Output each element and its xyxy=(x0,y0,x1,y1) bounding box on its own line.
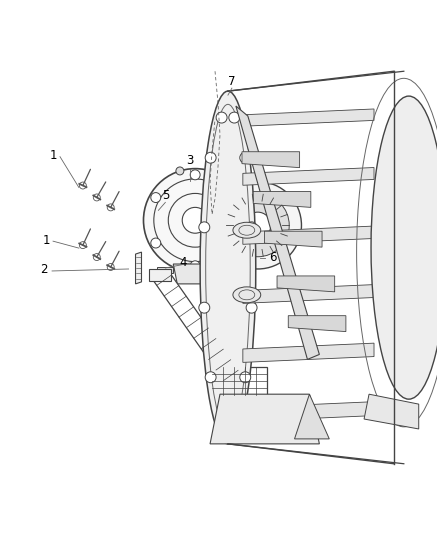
Circle shape xyxy=(151,238,161,248)
Circle shape xyxy=(246,222,257,233)
Ellipse shape xyxy=(233,222,261,238)
Polygon shape xyxy=(242,152,300,168)
Polygon shape xyxy=(294,394,329,439)
Circle shape xyxy=(144,168,247,272)
Polygon shape xyxy=(243,285,374,303)
Circle shape xyxy=(151,192,161,203)
Circle shape xyxy=(199,222,210,233)
Polygon shape xyxy=(173,264,217,284)
Ellipse shape xyxy=(233,287,261,303)
Polygon shape xyxy=(243,167,374,185)
Circle shape xyxy=(216,412,227,423)
Circle shape xyxy=(182,207,208,233)
Polygon shape xyxy=(236,106,319,359)
Circle shape xyxy=(230,238,240,248)
Circle shape xyxy=(246,221,253,228)
Polygon shape xyxy=(364,394,419,429)
Circle shape xyxy=(216,112,227,123)
Text: 3: 3 xyxy=(187,154,194,167)
Circle shape xyxy=(214,182,301,269)
Polygon shape xyxy=(253,191,311,207)
Bar xyxy=(212,367,267,394)
Text: 6: 6 xyxy=(269,251,276,263)
Circle shape xyxy=(190,170,200,180)
Bar xyxy=(149,269,171,281)
Circle shape xyxy=(229,412,240,423)
Polygon shape xyxy=(210,394,319,444)
Circle shape xyxy=(246,213,253,220)
Circle shape xyxy=(240,152,251,163)
Circle shape xyxy=(245,212,271,238)
Circle shape xyxy=(230,192,240,203)
Ellipse shape xyxy=(371,96,438,399)
Circle shape xyxy=(205,152,216,163)
Circle shape xyxy=(240,372,251,383)
Circle shape xyxy=(199,302,210,313)
Ellipse shape xyxy=(200,91,256,444)
Polygon shape xyxy=(243,109,374,126)
Circle shape xyxy=(176,167,184,175)
Text: 7: 7 xyxy=(228,75,236,88)
Circle shape xyxy=(205,372,216,383)
Circle shape xyxy=(246,302,257,313)
Polygon shape xyxy=(265,231,322,247)
Polygon shape xyxy=(243,343,374,362)
Circle shape xyxy=(190,261,200,271)
Circle shape xyxy=(226,194,289,257)
Circle shape xyxy=(229,112,240,123)
Polygon shape xyxy=(243,226,374,244)
Text: 5: 5 xyxy=(162,189,169,202)
Circle shape xyxy=(206,167,214,175)
Text: 2: 2 xyxy=(40,263,48,277)
Text: 1: 1 xyxy=(42,233,50,247)
Text: 4: 4 xyxy=(180,255,187,269)
Polygon shape xyxy=(153,270,242,386)
Polygon shape xyxy=(277,276,335,292)
Text: 1: 1 xyxy=(49,149,57,162)
Bar xyxy=(157,267,173,273)
Polygon shape xyxy=(135,252,141,284)
Polygon shape xyxy=(288,316,346,332)
Polygon shape xyxy=(243,402,374,422)
